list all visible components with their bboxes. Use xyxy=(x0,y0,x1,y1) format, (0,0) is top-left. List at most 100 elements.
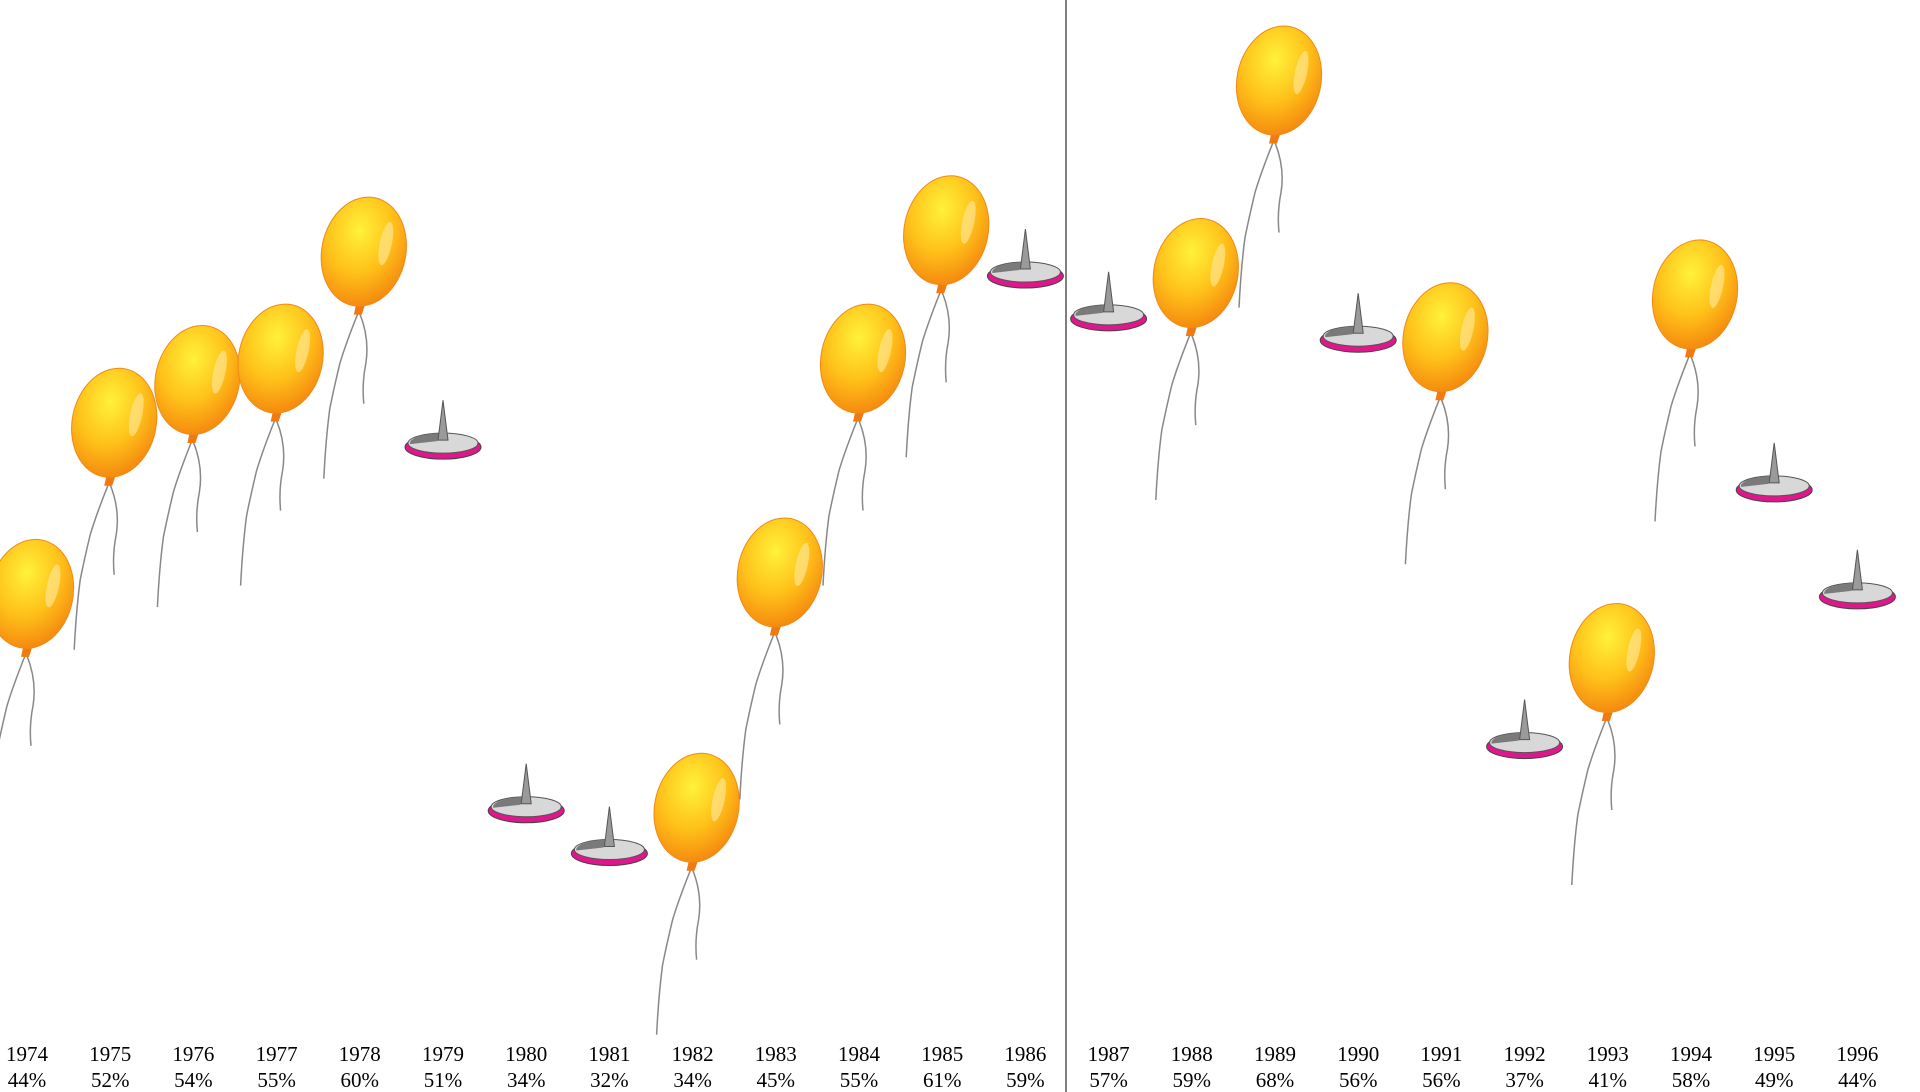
value-label: 32% xyxy=(590,1068,629,1092)
balloon-string xyxy=(323,313,368,479)
pin-spike xyxy=(603,806,615,848)
value-label: 57% xyxy=(1089,1068,1128,1092)
pin-shadow xyxy=(1491,732,1525,744)
pin xyxy=(404,400,482,460)
balloon-body xyxy=(237,303,324,414)
pin-shadow xyxy=(493,796,527,808)
pin-spike xyxy=(1519,699,1531,741)
balloon-knot xyxy=(270,412,282,422)
balloon-knot xyxy=(1601,712,1613,722)
x-tick-label: 1994 xyxy=(1670,1042,1713,1066)
balloon-shine xyxy=(794,542,810,587)
pin xyxy=(487,763,565,824)
balloon-body xyxy=(320,196,407,307)
x-tick-label: 1976 xyxy=(172,1042,214,1066)
balloon-string xyxy=(905,291,951,458)
balloon-knot xyxy=(853,412,864,422)
x-tick-label: 1981 xyxy=(588,1042,630,1066)
pin-shadow xyxy=(992,262,1026,274)
balloon-body xyxy=(903,175,990,286)
balloon-shine xyxy=(1709,264,1725,308)
value-label: 56% xyxy=(1339,1068,1378,1092)
balloon-knot xyxy=(1435,391,1447,401)
balloon-shine xyxy=(711,778,727,822)
pin-shadow xyxy=(1325,326,1359,338)
balloon-shine xyxy=(877,329,893,373)
value-label: 34% xyxy=(673,1068,712,1092)
balloon xyxy=(154,324,241,608)
value-label: 52% xyxy=(91,1068,130,1092)
pin-spike xyxy=(1352,293,1364,334)
x-tick-label: 1978 xyxy=(339,1042,381,1066)
value-label: 61% xyxy=(923,1068,962,1092)
balloon-shine xyxy=(1626,628,1642,672)
pin xyxy=(1319,293,1397,353)
balloon-shine xyxy=(960,200,976,244)
balloon xyxy=(736,517,823,800)
balloon-body xyxy=(154,324,241,435)
balloon-knot xyxy=(1185,327,1197,337)
value-label: 56% xyxy=(1422,1068,1461,1092)
value-label: 41% xyxy=(1589,1068,1628,1092)
balloon-body xyxy=(71,367,158,478)
balloon-shine xyxy=(1459,307,1475,351)
balloon-string xyxy=(1404,398,1450,565)
balloon-knot xyxy=(686,861,698,871)
balloon-string xyxy=(239,420,285,586)
balloon-string xyxy=(0,655,35,746)
balloon xyxy=(0,538,75,746)
balloon xyxy=(1568,603,1655,886)
x-tick-label: 1991 xyxy=(1420,1042,1462,1066)
pin-spike xyxy=(437,400,449,441)
balloon-knot xyxy=(353,305,365,315)
value-label: 49% xyxy=(1755,1068,1794,1092)
balloon xyxy=(1651,239,1739,522)
x-tick-label: 1983 xyxy=(755,1042,797,1066)
pin xyxy=(1818,549,1896,610)
balloon-shine xyxy=(295,329,311,373)
balloon-string xyxy=(73,484,119,650)
balloon-shine xyxy=(1210,243,1226,287)
x-tick-label: 1989 xyxy=(1254,1042,1296,1066)
balloon-shine xyxy=(211,350,227,394)
balloon-body xyxy=(1235,25,1323,136)
pin-shadow xyxy=(1075,304,1109,316)
value-label: 44% xyxy=(1838,1068,1877,1092)
balloon-string xyxy=(739,634,784,800)
x-tick-label: 1984 xyxy=(838,1042,881,1066)
balloon-knot xyxy=(21,647,32,657)
pin-shadow xyxy=(576,839,610,851)
balloon-body xyxy=(1568,603,1655,714)
pin xyxy=(986,228,1064,289)
balloon-knot xyxy=(187,433,199,443)
pin-spike xyxy=(1768,442,1780,484)
x-tick-label: 1993 xyxy=(1587,1042,1629,1066)
value-label: 37% xyxy=(1505,1068,1544,1092)
balloon-string xyxy=(1571,719,1616,886)
value-label: 59% xyxy=(1173,1068,1212,1092)
balloon-body xyxy=(0,538,75,649)
balloon-string xyxy=(822,420,867,586)
value-label: 60% xyxy=(341,1068,380,1092)
pin-spike xyxy=(1851,549,1863,591)
pin-shadow xyxy=(1824,582,1858,594)
balloon xyxy=(819,303,907,586)
balloon-string xyxy=(1238,142,1283,308)
balloon-string xyxy=(1654,356,1699,522)
balloon-string xyxy=(1155,334,1200,501)
value-label: 34% xyxy=(507,1068,546,1092)
value-label: 58% xyxy=(1672,1068,1711,1092)
balloon xyxy=(903,175,990,458)
value-label: 68% xyxy=(1256,1068,1295,1092)
pin xyxy=(1735,442,1813,503)
pin-shadow xyxy=(409,433,443,445)
pin xyxy=(1070,271,1148,332)
x-tick-label: 1992 xyxy=(1504,1042,1546,1066)
value-label: 51% xyxy=(424,1068,463,1092)
x-tick-label: 1980 xyxy=(505,1042,547,1066)
balloon xyxy=(320,196,407,479)
balloon-knot xyxy=(104,476,116,486)
balloon-shine xyxy=(45,564,61,608)
x-tick-label: 1975 xyxy=(89,1042,131,1066)
